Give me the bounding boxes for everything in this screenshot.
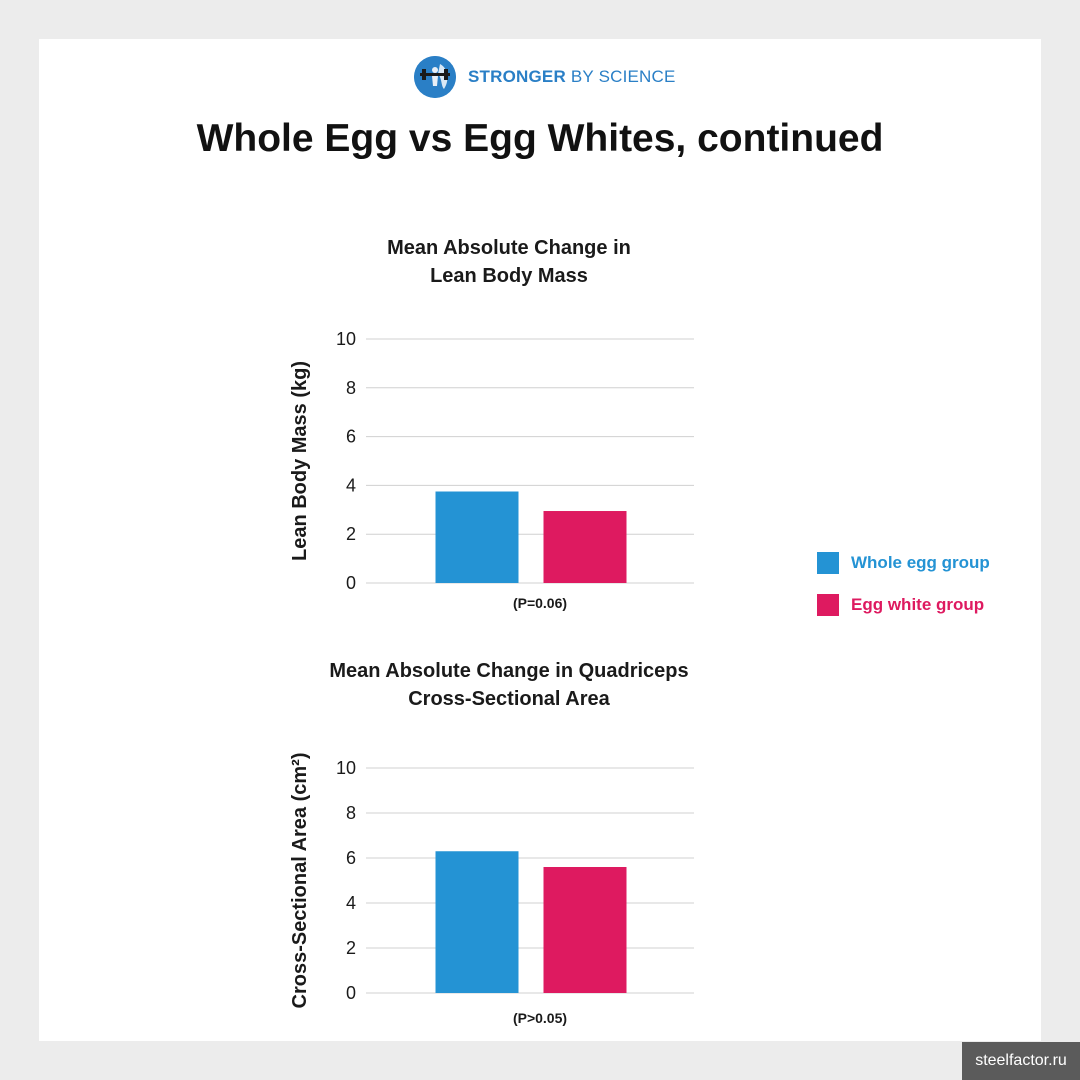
page-title: Whole Egg vs Egg Whites, continued (196, 117, 884, 160)
x-axis-label: (P>0.05) (513, 1010, 567, 1026)
bar-egg-white (543, 867, 627, 993)
y-tick-label: 2 (346, 938, 356, 958)
x-axis-label: (P=0.06) (513, 595, 567, 611)
y-tick-label: 0 (346, 573, 356, 593)
legend-item-egg-white: Egg white group (817, 593, 990, 617)
quadriceps-csa-chart: Mean Absolute Change in Quadriceps Cross… (269, 655, 749, 1026)
lean-body-mass-chart: Mean Absolute Change in Lean Body Mass 0… (269, 232, 749, 611)
chart-title: Mean Absolute Change in Quadriceps Cross… (269, 657, 749, 713)
bar-whole-egg (435, 851, 519, 993)
brand-name: STRONGER BY SCIENCE (468, 67, 676, 87)
y-tick-label: 6 (346, 427, 356, 447)
chart-title-line: Mean Absolute Change in Quadriceps (329, 660, 689, 682)
legend-item-whole-egg: Whole egg group (817, 551, 990, 575)
brand-header: STRONGER BY SCIENCE (414, 56, 676, 98)
bar-whole-egg (435, 491, 519, 583)
y-tick-label: 6 (346, 848, 356, 868)
brand-name-rest: BY SCIENCE (565, 67, 676, 86)
chart-title-line: Lean Body Mass (430, 265, 588, 287)
y-axis-label: Lean Body Mass (kg) (289, 361, 311, 561)
y-tick-label: 0 (346, 983, 356, 1003)
legend-label: Egg white group (851, 595, 985, 614)
chart-title: Mean Absolute Change in Lean Body Mass (269, 234, 749, 290)
legend-label: Whole egg group (851, 553, 990, 572)
y-axis-label: Cross-Sectional Area (cm²) (289, 753, 311, 1009)
bar-egg-white (543, 511, 627, 583)
lifter-globe-icon (414, 56, 456, 98)
y-tick-label: 10 (336, 758, 356, 778)
watermark: steelfactor.ru (962, 1042, 1080, 1080)
chart-title-line: Mean Absolute Change in (387, 237, 631, 259)
y-tick-label: 2 (346, 524, 356, 544)
chart-legend: Whole egg group Egg white group (817, 551, 990, 635)
legend-swatch (817, 594, 839, 616)
legend-swatch (817, 552, 839, 574)
infographic-card: STRONGER BY SCIENCE Whole Egg vs Egg Whi… (39, 39, 1041, 1041)
chart-plot: 0 2 4 6 8 10 (P=0.06) Lean Body Mass (kg) (289, 329, 694, 611)
y-tick-label: 8 (346, 803, 356, 823)
y-tick-label: 10 (336, 329, 356, 349)
chart-plot: 0 2 4 6 8 10 (P>0.05) Cross-Sectional Area (cm²… (289, 753, 694, 1026)
y-tick-label: 4 (346, 475, 356, 495)
chart-title-line: Cross-Sectional Area (408, 688, 610, 710)
y-tick-label: 4 (346, 893, 356, 913)
y-tick-label: 8 (346, 378, 356, 398)
brand-name-strong: STRONGER (468, 67, 566, 86)
